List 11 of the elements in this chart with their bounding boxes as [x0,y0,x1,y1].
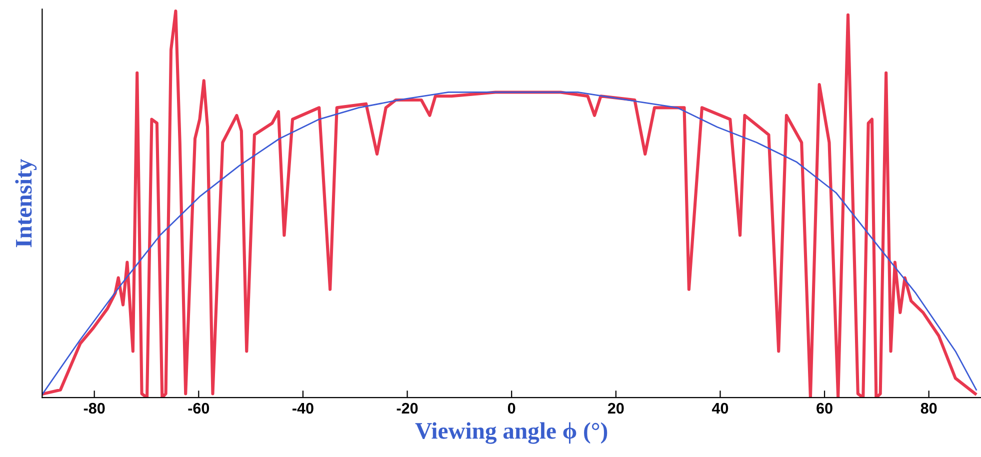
x-tick-label: 60 [816,402,832,414]
x-tick-label: -20 [396,402,418,414]
x-tick-label: 0 [508,402,516,414]
x-axis-title: Viewing angle ϕ (°) [415,422,608,444]
x-tick-label: 80 [920,402,937,414]
x-tick-label: 20 [608,402,624,414]
x-tick-label: -80 [84,402,105,414]
x-tick-label: -40 [292,402,314,414]
y-axis-title: Intensity [15,158,37,248]
x-tick-label: 40 [712,402,728,414]
x-tick-label: -60 [188,402,210,414]
